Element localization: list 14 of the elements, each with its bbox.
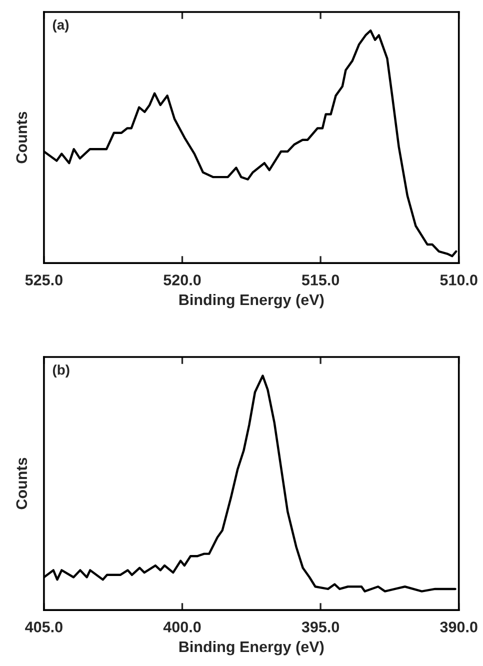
- y-axis-title: Counts: [16, 458, 28, 510]
- y-axis-title: Counts: [16, 112, 28, 164]
- x-tick-label: 515.0: [302, 274, 340, 286]
- annotation: (b): [52, 364, 70, 378]
- x-tick-label: 400.0: [163, 622, 201, 632]
- x-tick-label: 510.0: [440, 274, 478, 286]
- annotation: (a): [52, 20, 69, 32]
- x-tick-label: 395.0: [302, 622, 340, 632]
- x-axis-title: Binding Energy (eV): [179, 294, 324, 308]
- x-tick-label: 525.0: [25, 274, 62, 286]
- x-axis-title: Binding Energy (eV): [179, 640, 324, 656]
- x-tick-label: 405.0: [25, 622, 62, 632]
- x-tick-label: 520.0: [164, 274, 201, 286]
- x-tick-label: 390.0: [440, 622, 478, 632]
